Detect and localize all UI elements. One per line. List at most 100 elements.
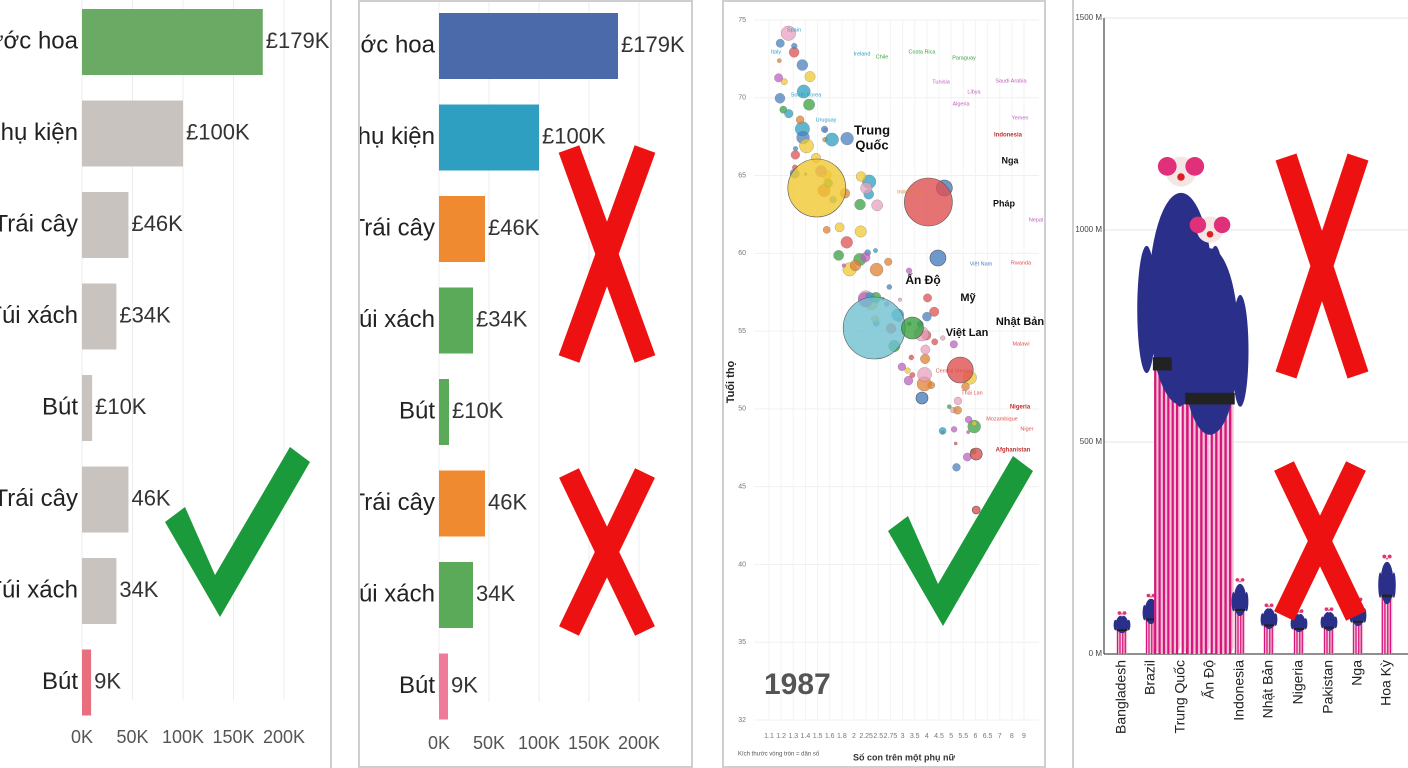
x-tick-label: 150K [212, 727, 254, 747]
bubble-label: Mỹ [960, 292, 976, 304]
clown-belt [1352, 620, 1364, 623]
bubble-major [971, 505, 981, 515]
bubble [796, 84, 811, 99]
bubble [822, 226, 831, 234]
clown-nose [1206, 230, 1214, 238]
cross-icon [1274, 461, 1366, 621]
clown-hair [1235, 578, 1240, 582]
y-tick-label: 1000 M [1075, 225, 1102, 234]
bar-chart-grey-highlight: 0K 50K 100K 150K 200K Nước hoa £179K Phụ kiện £1… [0, 0, 330, 747]
category-label: Nước hoa [360, 31, 436, 58]
clown-nose [1298, 611, 1300, 613]
clown-stripe [1181, 362, 1184, 654]
bar [82, 375, 93, 441]
clown-stripe [1355, 621, 1357, 654]
clown-stripe [1384, 595, 1386, 654]
clown-hair [1185, 157, 1205, 176]
clown-stripe [1210, 397, 1213, 654]
bar [439, 653, 448, 720]
clown-stripe [1296, 628, 1298, 654]
clown-hair [1189, 216, 1207, 234]
clown-arm [1137, 245, 1156, 374]
clown-hair [1213, 216, 1231, 234]
clown-pictogram [1113, 610, 1131, 654]
panel-incorrect-bar-chart: 0K 50K 100K 150K 200K Nước hoa £179K Phụ kiện £1… [358, 0, 693, 768]
value-label: 34K [476, 581, 515, 606]
bubble-label: Ấn Độ [905, 272, 940, 287]
clown-arm [1171, 294, 1188, 407]
bubble-major [915, 391, 929, 405]
bubble [884, 257, 893, 266]
clown-pictogram [1290, 608, 1308, 654]
clown-pictogram [1320, 606, 1338, 654]
y-tick-label: 1500 M [1075, 13, 1102, 22]
clown-hair [1146, 593, 1151, 598]
value-label: 46K [131, 485, 170, 510]
clown-stripe [1186, 397, 1189, 654]
country-label: Việt Nam [970, 261, 993, 267]
clown-nose [1150, 596, 1152, 598]
category-label: Ấn Độ [1201, 660, 1217, 699]
bubble [949, 340, 958, 349]
bubble [952, 463, 961, 472]
clown-stripe [1234, 609, 1237, 654]
bubble [860, 182, 873, 195]
check-icon [165, 447, 310, 617]
clown-stripe [1389, 595, 1392, 654]
value-label: 9K [451, 672, 478, 697]
value-label: £46K [131, 211, 183, 236]
bubble [886, 284, 893, 290]
bar [82, 192, 129, 258]
y-tick-label: 32 [738, 717, 746, 724]
bubble [909, 372, 916, 378]
clown-stripe [1219, 397, 1223, 654]
category-label: Trái cây [0, 485, 78, 512]
clown-stripe [1215, 397, 1218, 654]
bubble [799, 138, 814, 154]
bubble [825, 132, 839, 147]
panel-pictogram-chart: 0 M 500 M 1000 M 1500 M Bangladesh Brazil Trun… [1072, 0, 1408, 768]
clown-arm [1113, 619, 1118, 631]
bubble [940, 335, 946, 341]
clown-stripe [1154, 362, 1157, 654]
bubble [854, 199, 866, 211]
y-tick-label: 35 [738, 639, 746, 646]
x-tick-label: 5.5 [958, 733, 968, 740]
clown-stripe [1224, 397, 1227, 654]
value-label: £179K [621, 32, 685, 57]
clown-belt [1323, 626, 1335, 629]
bubble [950, 426, 958, 433]
value-label: £46K [488, 215, 540, 240]
clown-stripe [1237, 609, 1239, 654]
clown-stripe [1263, 624, 1266, 654]
clown-stripe [1195, 397, 1198, 654]
category-label: Nhật Bản [1260, 660, 1276, 718]
y-tick-label: 50 [738, 406, 746, 413]
country-label: Uruguay [816, 117, 837, 123]
bubble [871, 199, 883, 212]
clown-arm [1303, 618, 1308, 630]
bubble [920, 353, 931, 364]
category-label: Túi xách [360, 580, 435, 607]
cross-icon-stroke-2 [1274, 461, 1366, 621]
clown-hair [1382, 554, 1387, 559]
bubble [834, 222, 845, 233]
country-label: Malawi [1012, 341, 1029, 347]
bubble [784, 109, 794, 119]
x-tick-label: 6.5 [983, 733, 993, 740]
country-label: Rwanda [1011, 260, 1032, 266]
category-label: Nigeria [1290, 660, 1306, 705]
clown-stripe [1158, 362, 1161, 654]
y-tick-label: 75 [738, 17, 746, 24]
category-label: Túi xách [0, 576, 78, 603]
clown-stripe [1145, 619, 1148, 654]
category-label: Trái cây [360, 214, 435, 241]
size-note: Kích thước vòng tròn = dân số [738, 752, 820, 758]
bubble-label: Quốc [855, 137, 888, 152]
clown-belt [1234, 608, 1246, 611]
bubble [869, 262, 884, 277]
clown-torso [1144, 598, 1158, 625]
clown-stripe [1167, 362, 1170, 654]
clown-belt [1116, 629, 1128, 632]
